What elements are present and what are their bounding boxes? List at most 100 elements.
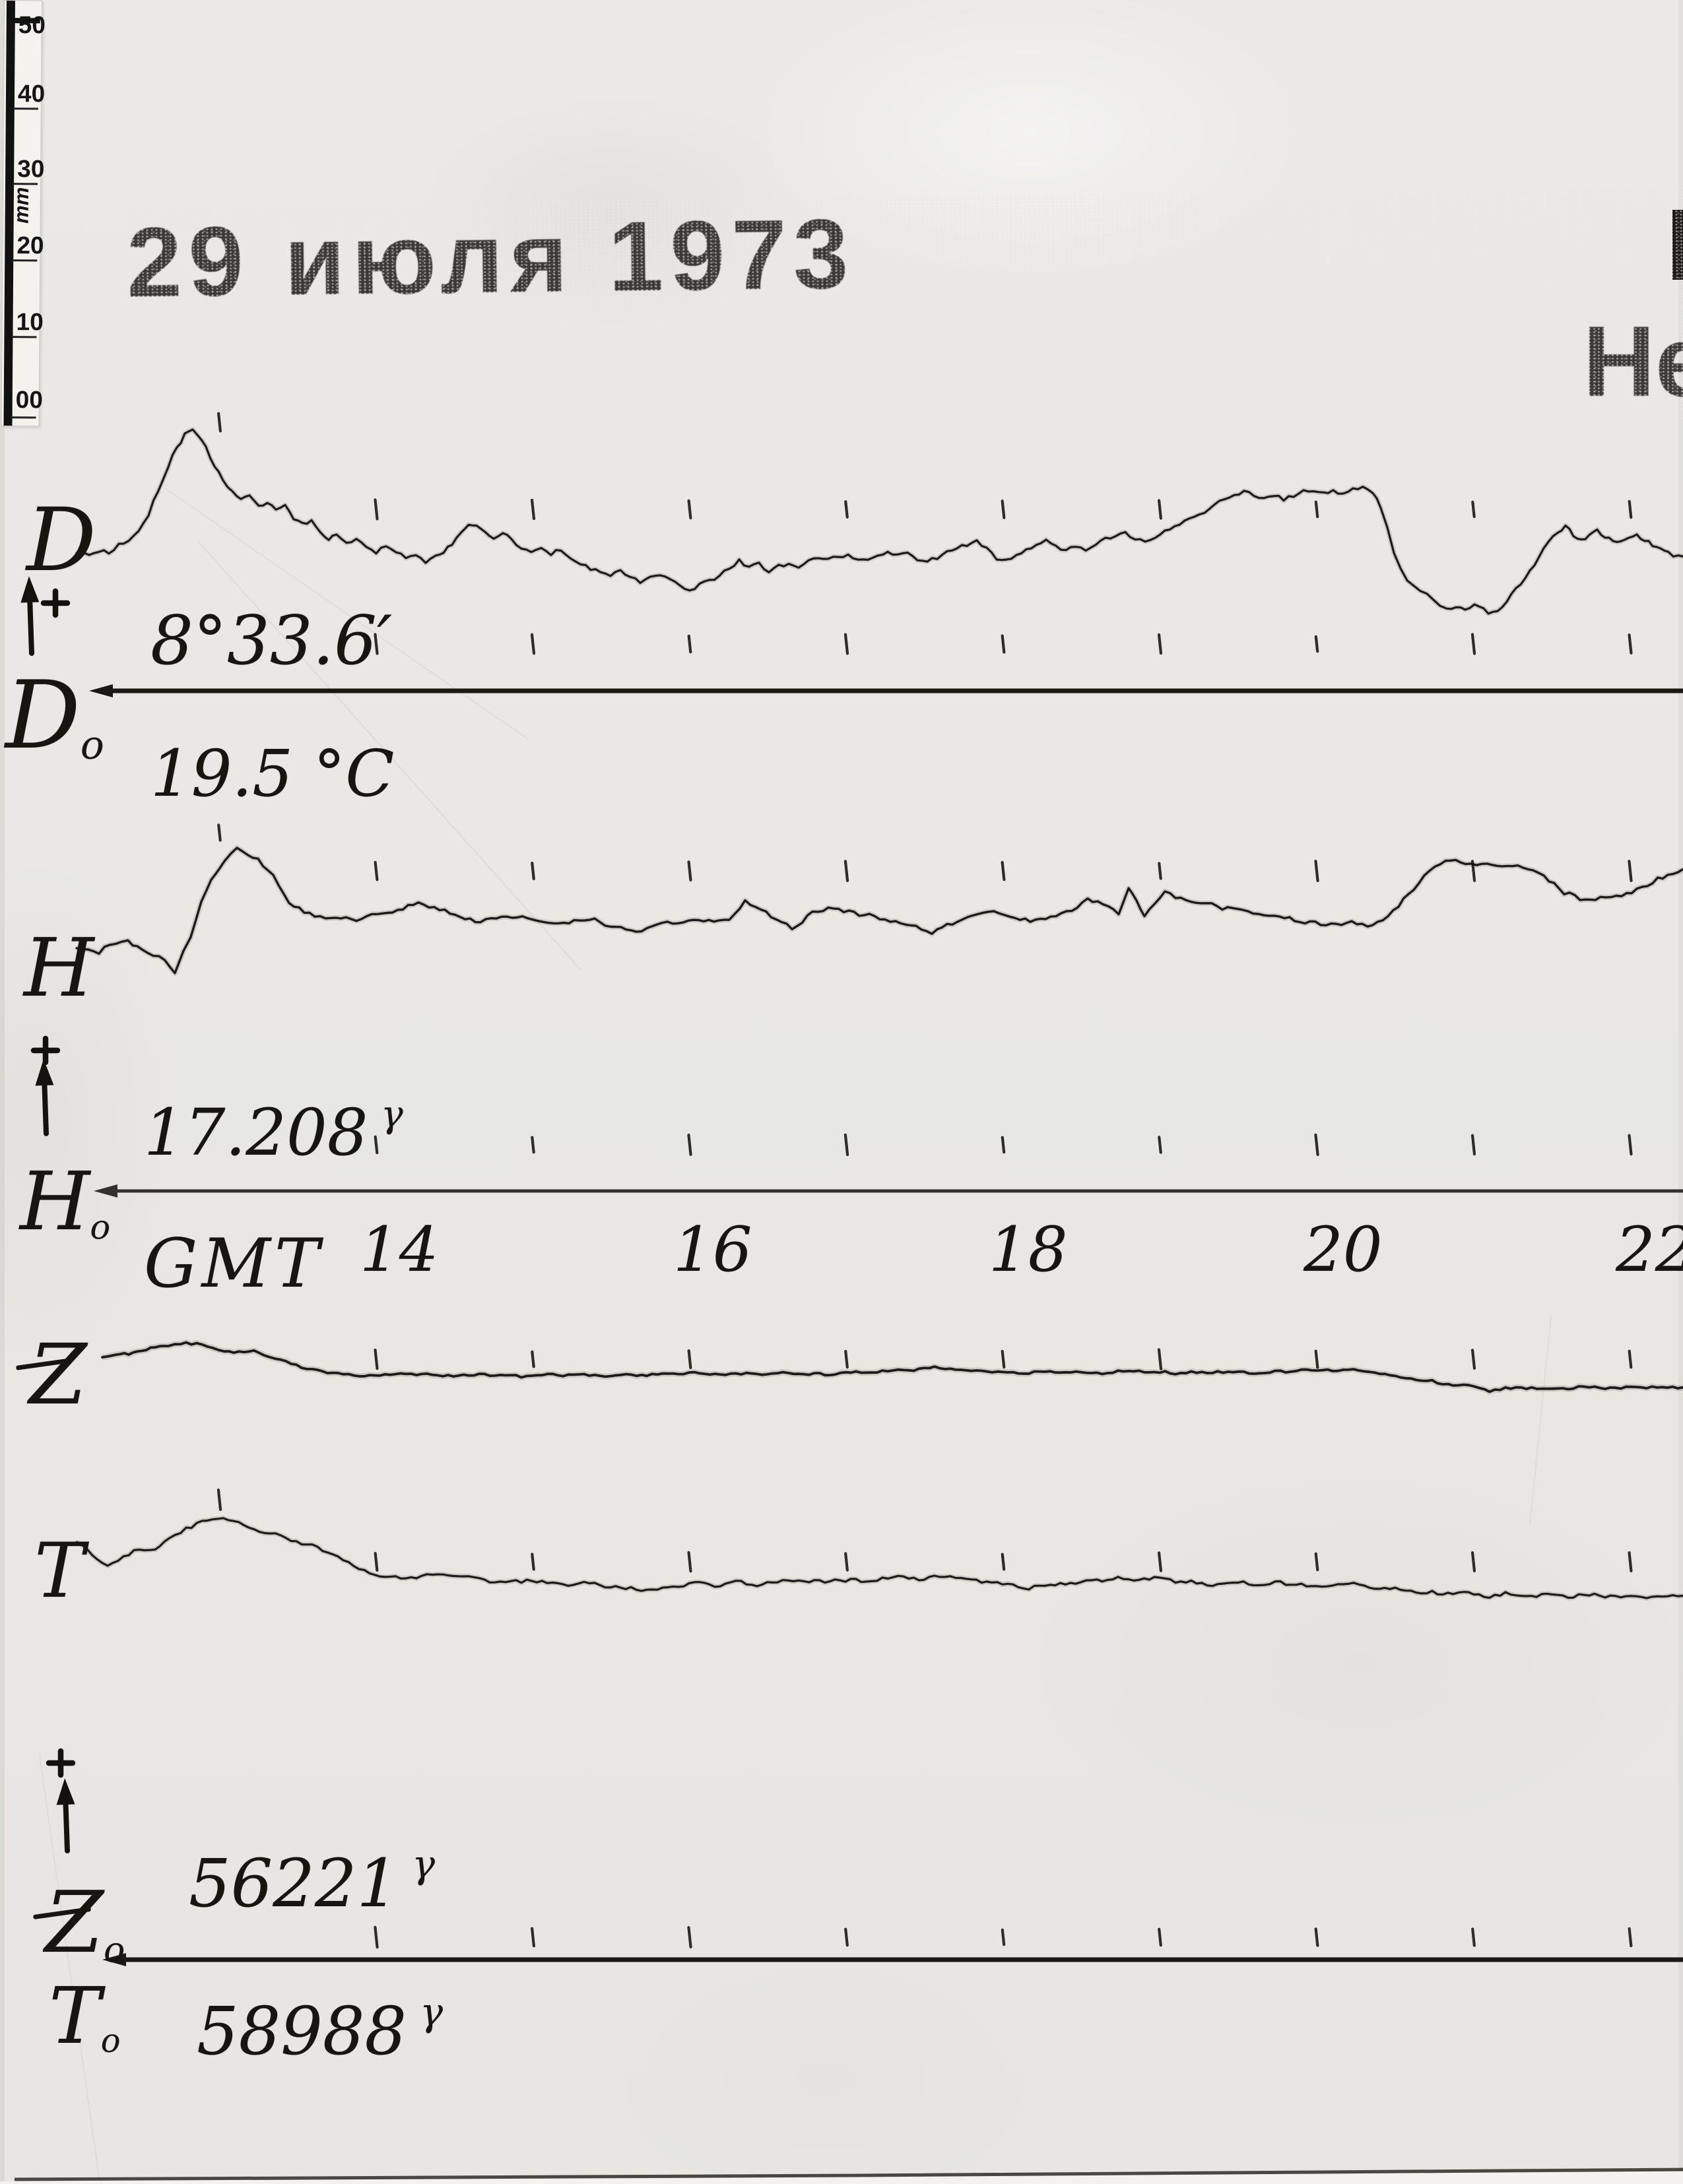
hour-mark [1628, 1927, 1633, 1948]
hour-mark [687, 499, 692, 520]
hour-mark [530, 633, 536, 655]
hour-mark [687, 1134, 692, 1156]
d0-subscript: o [80, 723, 104, 769]
h0-subscript: o [90, 1207, 111, 1248]
hour-mark [843, 1133, 849, 1157]
hour-mark [1470, 633, 1476, 655]
hour-mark [1001, 1136, 1006, 1154]
ruler-label: 30 [17, 155, 45, 183]
hour-mark [217, 823, 222, 842]
hour-mark [1001, 860, 1006, 882]
t0-baseline-value: 58988 γ [197, 1989, 444, 2071]
z0-letter: Z [45, 1874, 104, 1972]
ruler-tick [13, 108, 38, 110]
trace-T-bleed [75, 1515, 1683, 1601]
baseline-arrowhead [89, 684, 113, 697]
hour-mark [531, 1136, 535, 1154]
temperature-annotation: 19.5 °C [150, 736, 395, 811]
hour-mark [374, 1135, 379, 1155]
hour-mark [687, 1349, 692, 1370]
ruler-label: 20 [16, 232, 44, 259]
up-arrow-shaft [63, 1797, 70, 1853]
crease-line [39, 1754, 100, 2178]
h0-baseline-label: Ho [20, 1155, 110, 1248]
hour-mark [1470, 1134, 1476, 1156]
hour-mark [531, 1553, 535, 1571]
gmt-axis-label: GMT [144, 1225, 323, 1303]
mm-ruler-strip: 50 40 30 mm 20 10 00 [1, 0, 46, 427]
hour-mark [1471, 1927, 1476, 1947]
hour-mark [844, 500, 849, 519]
hour-mark [687, 860, 692, 882]
up-arrow-head [56, 1778, 75, 1805]
hour-mark [1001, 1349, 1006, 1369]
hour-mark [374, 498, 379, 521]
z-trace-label: Z [29, 1326, 87, 1423]
ruler-label: 00 [15, 386, 44, 414]
t0-subscript: o [100, 2021, 121, 2060]
date-stamp: 29 июля 1973 [126, 185, 1683, 319]
h-trace-label: H [24, 921, 94, 1015]
hour-mark [1470, 860, 1476, 882]
hour-mark [1628, 499, 1633, 519]
up-arrow-head [35, 1059, 54, 1086]
hour-mark [531, 1927, 535, 1948]
hour-mark [1001, 499, 1006, 519]
hour-label-16: 16 [673, 1214, 752, 1286]
hour-mark [843, 860, 849, 882]
hour-mark [1001, 1553, 1006, 1571]
hour-mark [374, 633, 379, 655]
crease-line [164, 488, 529, 740]
hour-mark [1314, 1133, 1319, 1157]
hour-mark [1158, 862, 1162, 880]
trace-D-bleed [76, 427, 1683, 616]
hour-mark [1314, 635, 1319, 653]
up-arrow-shaft [42, 1077, 49, 1136]
hour-mark [1628, 860, 1633, 882]
hour-mark [1471, 500, 1476, 519]
ruler-tick [12, 259, 38, 262]
hour-mark [1158, 1927, 1162, 1947]
hour-mark [1314, 859, 1319, 883]
hour-mark [1628, 1551, 1633, 1572]
z0-baseline-value: 56221 γ [189, 1842, 435, 1923]
hour-mark [1628, 633, 1633, 655]
hour-mark [1001, 1928, 1006, 1946]
hour-mark [687, 1551, 692, 1573]
t0-letter: T [49, 1970, 101, 2061]
hour-mark [1314, 1927, 1319, 1947]
gamma-unit: γ [381, 1093, 403, 1136]
hour-mark [374, 1348, 379, 1370]
hour-mark [1314, 1349, 1319, 1369]
hour-mark [1157, 1551, 1163, 1572]
hour-mark [1314, 1552, 1319, 1572]
hour-mark [844, 1349, 849, 1369]
hour-mark [1470, 1551, 1476, 1572]
hour-mark [1157, 1348, 1163, 1370]
hour-mark [374, 1552, 379, 1572]
paper-bottom-margin [0, 2171, 1683, 2184]
hour-mark [531, 861, 535, 881]
t0-baseline-label: To [49, 1970, 121, 2061]
hour-mark [1157, 633, 1163, 655]
hour-mark [687, 1926, 692, 1948]
d-trace-label: D [26, 490, 96, 591]
hour-mark [1470, 1349, 1476, 1370]
gamma-unit: γ [420, 1989, 444, 2035]
up-arrow-shaft [27, 594, 34, 656]
d0-letter: D [5, 661, 81, 770]
paper-bottom-edge [14, 2168, 1683, 2181]
d0-baseline-label: Do [5, 661, 104, 770]
trace-H [75, 847, 1683, 975]
hour-mark [1314, 500, 1319, 519]
hour-label-20: 20 [1304, 1214, 1383, 1286]
h0-letter: H [20, 1155, 90, 1248]
up-arrow-head [20, 576, 40, 603]
hour-mark [1157, 499, 1163, 520]
hour-mark [843, 633, 849, 655]
hour-mark [216, 412, 222, 433]
hour-label-14: 14 [360, 1214, 439, 1286]
trace-H-bleed [76, 845, 1683, 976]
